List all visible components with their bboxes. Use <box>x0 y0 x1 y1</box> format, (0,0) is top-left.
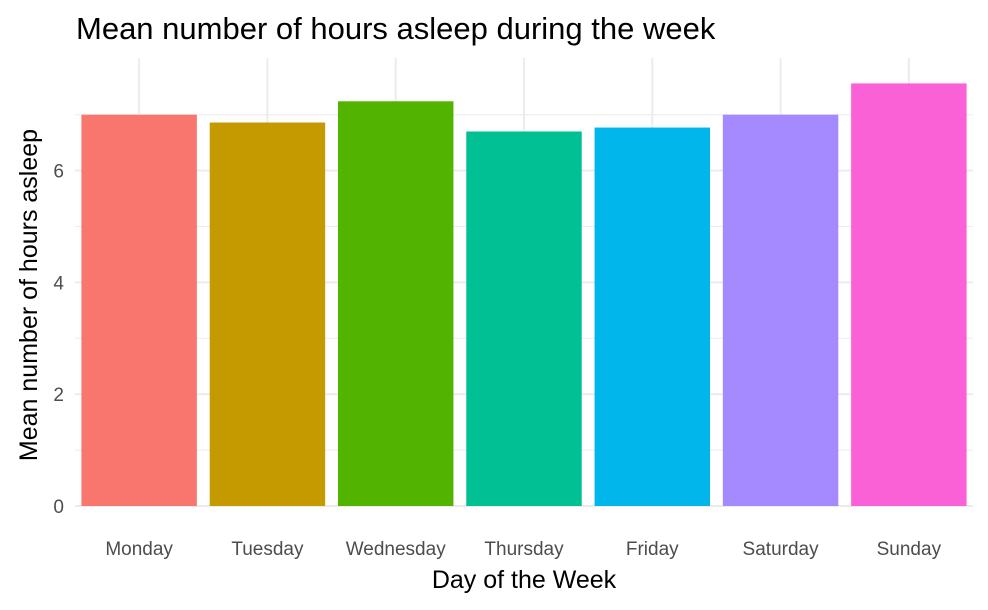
x-axis-ticks: Monday Tuesday Wednesday Thursday Friday Satu… <box>105 539 941 560</box>
chart-title: Mean number of hours asleep during the w… <box>76 11 716 46</box>
x-tick-label-saturday: Saturday <box>743 539 820 560</box>
y-axis-ticks: 0 2 4 6 <box>53 162 64 518</box>
y-tick-label: 4 <box>53 273 64 294</box>
bars <box>81 83 967 507</box>
y-tick-label: 0 <box>53 497 64 518</box>
x-tick-label-wednesday: Wednesday <box>346 539 446 560</box>
bar-tuesday <box>209 122 326 506</box>
y-axis-title: Mean number of hours asleep <box>15 129 43 461</box>
x-tick-label-thursday: Thursday <box>484 539 564 560</box>
y-tick-label: 6 <box>53 162 64 183</box>
bar-friday <box>594 127 711 506</box>
bar-thursday <box>466 131 582 506</box>
x-tick-label-monday: Monday <box>105 539 173 560</box>
bar-wednesday <box>337 101 454 506</box>
y-tick-label: 2 <box>53 385 64 406</box>
x-tick-label-friday: Friday <box>626 539 679 560</box>
x-tick-label-sunday: Sunday <box>877 539 942 560</box>
x-axis-title: Day of the Week <box>432 566 617 594</box>
bar-saturday <box>722 114 839 506</box>
x-tick-label-tuesday: Tuesday <box>231 539 304 560</box>
bar-sunday <box>851 83 967 507</box>
bar-monday <box>81 114 197 506</box>
